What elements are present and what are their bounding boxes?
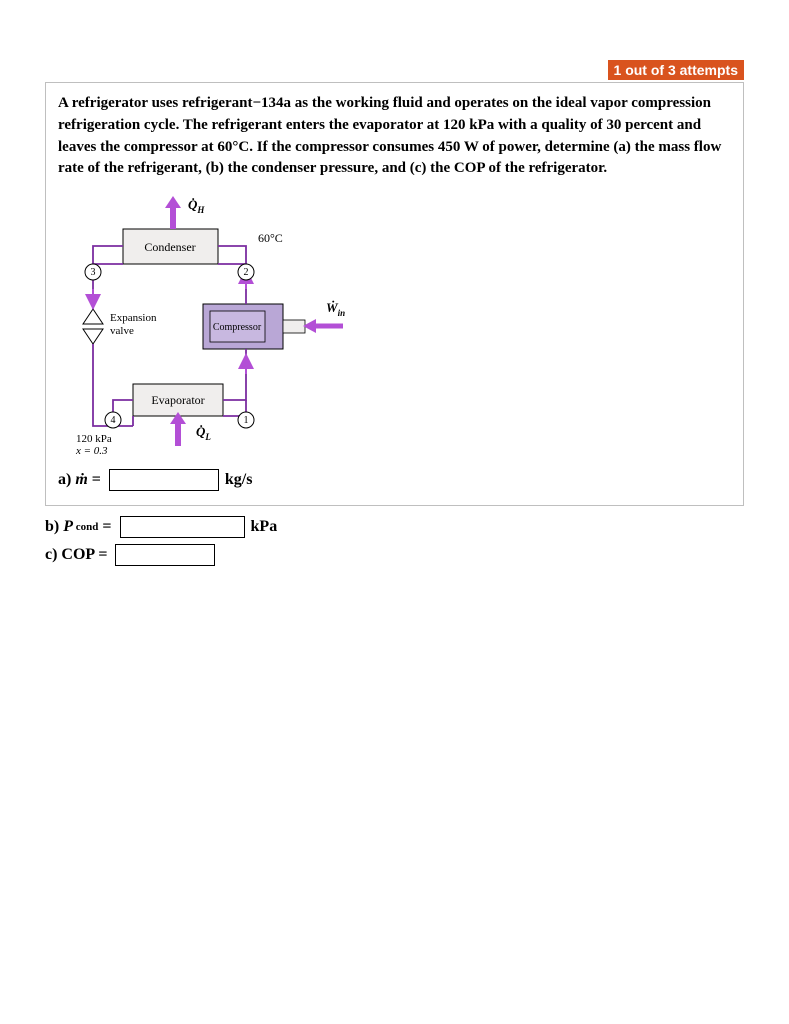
answer-b-sub: cond <box>73 521 98 533</box>
svg-text:4: 4 <box>111 415 116 426</box>
answer-c-prefix: c) COP = <box>45 546 111 564</box>
attempts-badge: 1 out of 3 attempts <box>608 60 744 80</box>
problem-statement: A refrigerator uses refrigerant−134a as … <box>58 93 731 180</box>
diagram-svg: Condenser Compressor Evaporator Expansio… <box>58 194 358 464</box>
answer-a-prefix: a) <box>58 471 75 489</box>
svg-text:1: 1 <box>244 415 249 426</box>
answer-a-eq: = <box>88 471 105 489</box>
ql-label: Q̇L <box>196 424 211 442</box>
condenser-label: Condenser <box>144 240 195 254</box>
expansion-label-2: valve <box>110 325 134 337</box>
answer-c-row: c) COP = <box>45 544 744 566</box>
answer-b-eq: = <box>98 518 115 536</box>
answers-below: b) P cond = kPa c) COP = <box>45 516 744 566</box>
expansion-label-1: Expansion <box>110 312 157 324</box>
problem-container: A refrigerator uses refrigerant−134a as … <box>45 82 744 506</box>
win-arrow <box>303 319 343 333</box>
svg-text:2: 2 <box>244 267 249 278</box>
win-label: Ẇin <box>326 300 345 318</box>
state4-p: 120 kPa <box>76 433 112 445</box>
compressor-label: Compressor <box>213 322 262 333</box>
ql-arrow <box>170 412 186 446</box>
answer-a-row: a) ṁ = kg/s <box>58 469 731 491</box>
answer-a-unit: kg/s <box>225 471 253 489</box>
answer-b-input[interactable] <box>120 516 245 538</box>
qh-arrow <box>165 196 181 229</box>
shaft <box>283 320 305 333</box>
refrigeration-cycle-diagram: Condenser Compressor Evaporator Expansio… <box>58 194 731 469</box>
svg-text:3: 3 <box>91 267 96 278</box>
answer-b-row: b) P cond = kPa <box>45 516 744 538</box>
expansion-valve <box>83 309 103 344</box>
answer-a-input[interactable] <box>109 469 219 491</box>
temp-label: 60°C <box>258 231 283 245</box>
answer-b-unit: kPa <box>251 518 278 536</box>
qh-label: Q̇H <box>188 197 205 215</box>
answer-b-prefix: b) <box>45 518 63 536</box>
evaporator-label: Evaporator <box>151 393 204 407</box>
state4-x: x = 0.3 <box>75 445 108 457</box>
answer-c-input[interactable] <box>115 544 215 566</box>
answer-b-symbol: P <box>63 518 73 536</box>
attempts-bar: 1 out of 3 attempts <box>45 60 744 80</box>
answer-a-symbol: ṁ <box>75 471 87 489</box>
